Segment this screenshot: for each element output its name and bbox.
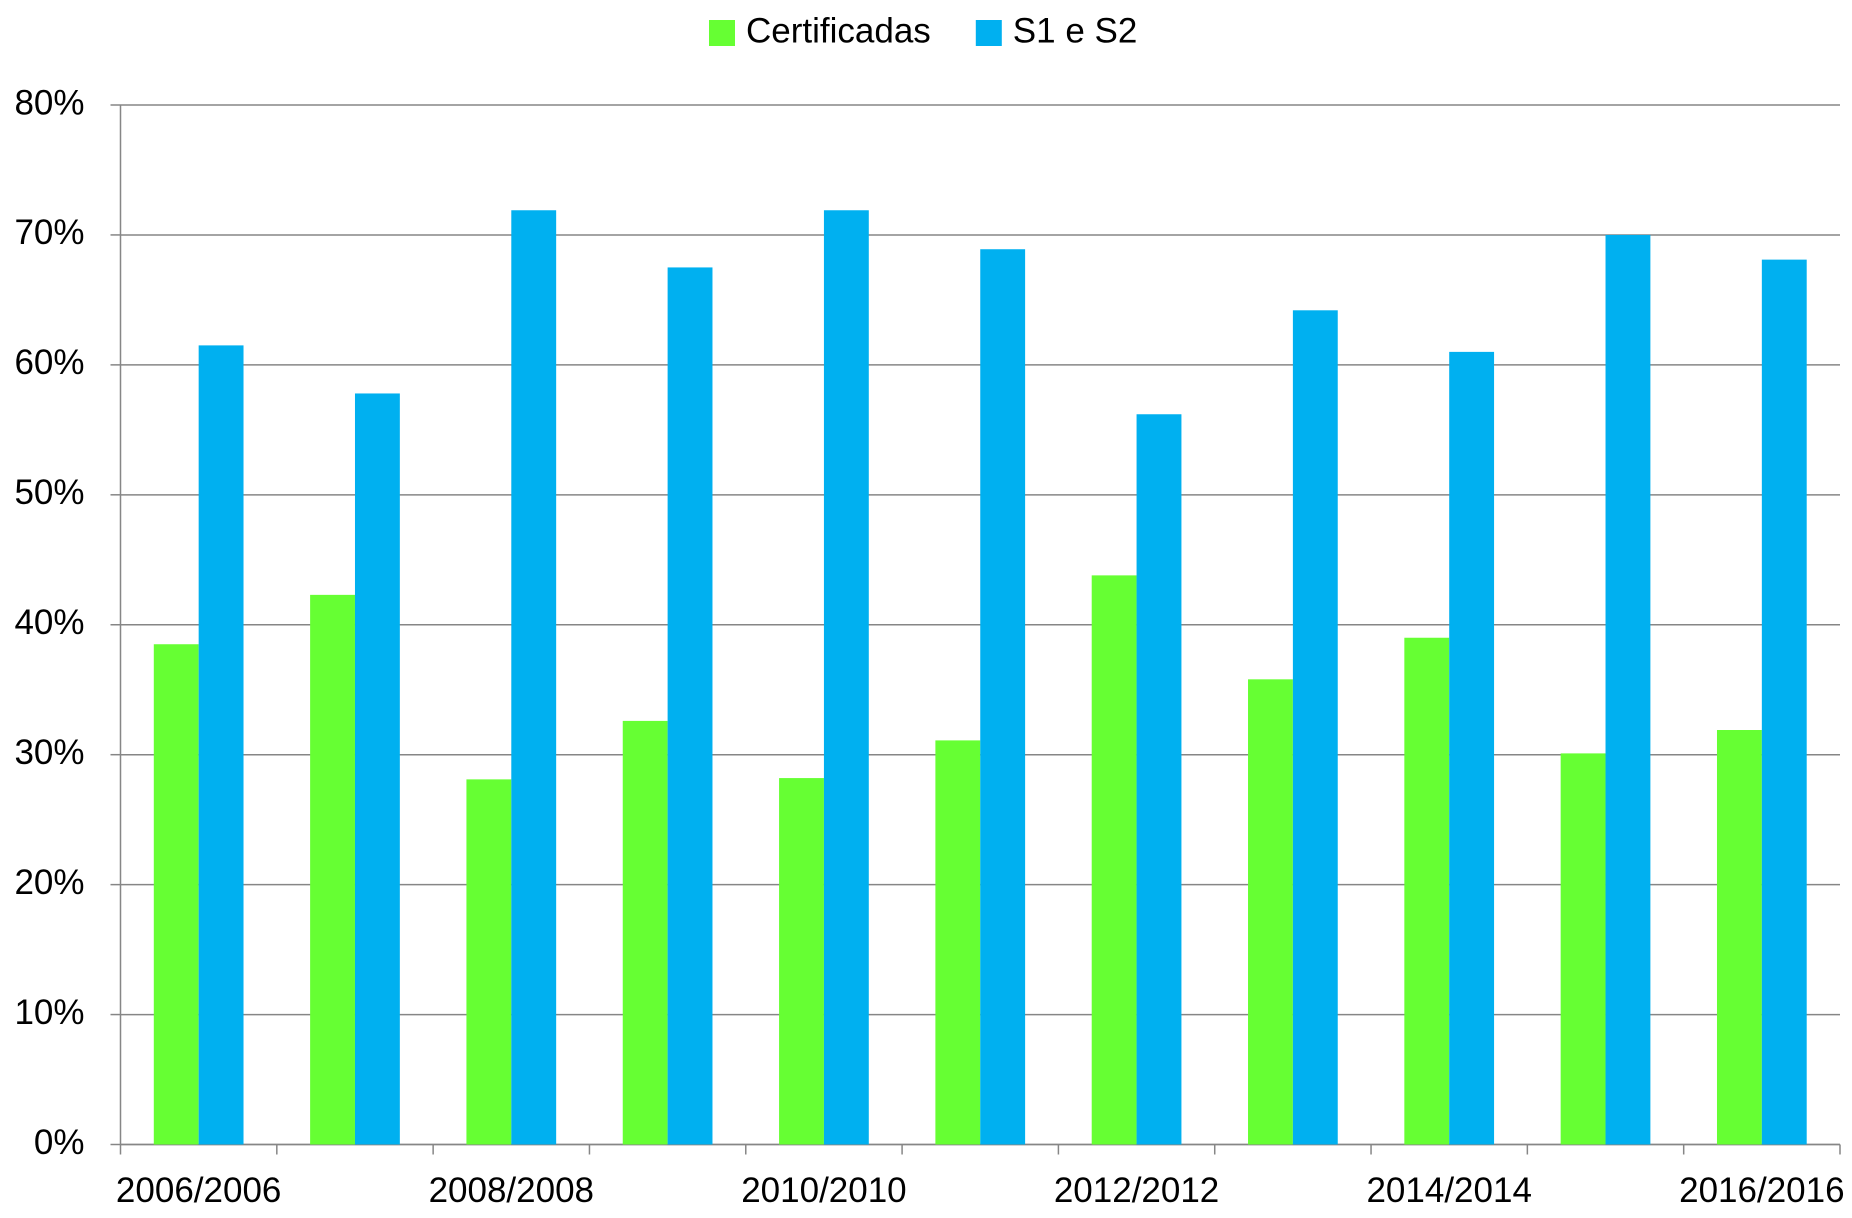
x-tick-label: 2012/2012 [1054,1171,1219,1210]
x-tick-label: 2008/2008 [429,1171,594,1210]
bar [1248,679,1293,1145]
legend-label: S1 e S2 [1013,11,1138,50]
bar [198,345,244,1145]
legend-swatch [975,20,1002,46]
bar [1449,351,1495,1145]
y-tick-label: 50% [14,473,84,512]
y-tick-label: 10% [14,993,84,1032]
y-tick-label: 40% [14,603,84,642]
y-tick-label: 70% [14,213,84,252]
bar [1761,259,1807,1145]
bar [622,720,668,1145]
x-tick-label: 2010/2010 [741,1171,906,1210]
bar [1605,234,1651,1145]
bar [935,740,981,1145]
bar [823,210,869,1145]
x-tick-label: 2006/2006 [116,1171,281,1210]
bar [354,393,400,1145]
bar [1091,575,1137,1145]
bar [1716,729,1762,1145]
x-tick-label: 2014/2014 [1366,1171,1531,1210]
legend-swatch [709,20,735,46]
bar [310,594,355,1145]
bar [980,249,1026,1145]
bar [466,779,512,1145]
y-tick-label: 80% [14,83,84,122]
bar [1292,310,1338,1145]
x-tick-label: 2016/2016 [1679,1171,1844,1210]
bar [779,778,824,1145]
bar [153,644,199,1145]
y-tick-label: 60% [14,343,84,382]
bar [1136,414,1182,1145]
bar [1404,637,1450,1145]
y-tick-label: 30% [14,733,84,772]
y-tick-label: 20% [14,863,84,902]
bar [1560,753,1606,1145]
bar [667,267,713,1145]
y-tick-label: 0% [34,1123,85,1162]
bar [511,210,557,1145]
legend-label: Certificadas [746,11,931,50]
